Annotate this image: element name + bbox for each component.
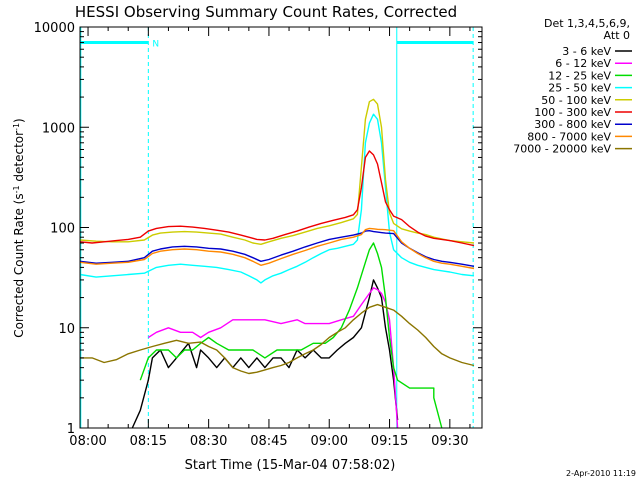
series-line-2 [139,242,443,429]
legend-header-line-1: Det 1,3,4,5,6,9, [544,17,630,30]
legend-header-line-2: Att 0 [604,29,630,42]
y-axis-label: Corrected Count Rate (s-1 detector-1) [12,118,27,337]
y-axis-label-end: ) [12,118,26,123]
x-axis-label: Start Time (15-Mar-04 07:58:02) [185,458,396,473]
series-line-3 [79,113,475,284]
y-tick-label-4: 10000 [34,21,75,36]
legend-label-4: 50 - 100 keV [541,94,611,107]
x-tick-label-2: 08:30 [190,434,227,449]
legend-label-2: 12 - 25 keV [548,69,611,82]
series-line-7 [79,227,475,270]
series-line-5 [79,150,475,247]
y-axis-label-main: Corrected Count Rate (s [12,193,26,337]
legend-label-6: 300 - 800 keV [534,118,611,131]
axis-ticks: 1 10 100 1000 10000 08:00 08:15 08:30 08:45 09:00… [34,21,482,449]
chart-title: HESSI Observing Summary Count Rates, Cor… [75,3,457,21]
y-axis-label-sup-2: -1 [12,123,21,131]
legend-label-3: 25 - 50 keV [548,82,611,95]
x-tick-label-0: 08:00 [69,434,106,449]
plot-frame [79,26,483,429]
y-tick-label-2: 100 [50,222,75,237]
y-axis-label-sup-1: -1 [12,185,21,193]
y-axis-label-mid: detector [12,131,26,186]
series-line-4 [79,98,475,245]
x-tick-label-5: 09:15 [371,434,408,449]
night-marker-label: N [152,40,159,50]
series-line-8 [80,303,475,375]
legend-label-8: 7000 - 20000 keV [513,143,611,156]
y-tick-label-3: 1000 [42,121,75,136]
x-tick-label-6: 09:30 [431,434,468,449]
legend-header: Det 1,3,4,5,6,9, Att 0 [544,17,630,42]
plot-content: N [79,27,475,429]
x-tick-label-1: 08:15 [130,434,167,449]
series-line-1 [147,287,399,429]
x-tick-label-4: 09:00 [311,434,348,449]
legend-label-0: 3 - 6 keV [562,45,611,58]
legend-label-7: 800 - 7000 keV [527,130,611,143]
y-tick-label-0: 1 [67,422,75,437]
x-tick-label-3: 08:45 [250,434,287,449]
y-tick-label-1: 10 [58,322,75,337]
date-stamp: 2-Apr-2010 11:19 [566,469,636,478]
legend-label-1: 6 - 12 keV [555,57,611,70]
legend-label-5: 100 - 300 keV [534,106,611,119]
